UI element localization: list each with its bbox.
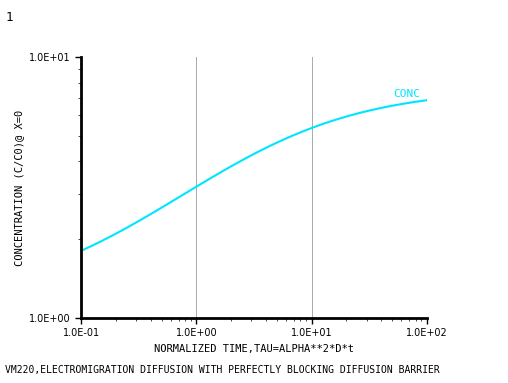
Text: VM220,ELECTROMIGRATION DIFFUSION WITH PERFECTLY BLOCKING DIFFUSION BARRIER: VM220,ELECTROMIGRATION DIFFUSION WITH PE…	[5, 365, 440, 375]
Text: CONC: CONC	[393, 89, 420, 99]
X-axis label: NORMALIZED TIME,TAU=ALPHA**2*D*t: NORMALIZED TIME,TAU=ALPHA**2*D*t	[154, 344, 354, 354]
Y-axis label: CONCENTRATION (C/C0)@ X=0: CONCENTRATION (C/C0)@ X=0	[14, 110, 24, 266]
Text: 1: 1	[5, 11, 13, 25]
